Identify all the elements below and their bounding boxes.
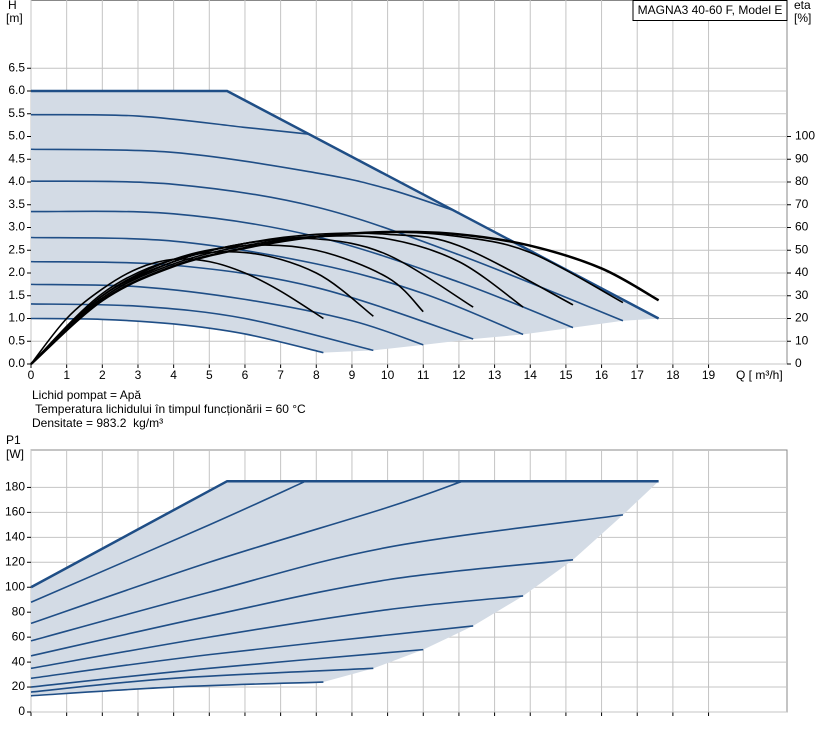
y-tick-label: 2.0	[8, 265, 25, 279]
x-tick-label: 6	[242, 368, 249, 382]
layer: 0 1 2 3 4 5 6 7 8 9 10 11 12 13 14 15 16 17 18 190.00.51.01…	[5, 0, 815, 718]
x-tick-label: 10	[381, 368, 395, 382]
y2-tick-label: 60	[795, 220, 809, 234]
y-tick-label: 2.5	[8, 242, 25, 256]
y2-tick-label: 80	[795, 174, 809, 188]
x-tick-label: 0	[28, 368, 35, 382]
x-tick-label: 14	[524, 368, 538, 382]
y-unit: [m]	[6, 11, 23, 25]
x-tick-label: 5	[206, 368, 213, 382]
y-tick-label: 120	[5, 554, 25, 568]
y-tick-label: 0.5	[8, 333, 25, 347]
y2-tick-label: 0	[795, 356, 802, 370]
y-tick-label: 160	[5, 505, 25, 519]
curve	[30, 480, 463, 625]
x-tick-label: 12	[452, 368, 466, 382]
y-tick-label: 4.0	[8, 174, 25, 188]
y-tick-label: 0	[18, 704, 25, 718]
y-tick-label: 0.0	[8, 356, 25, 370]
y-tick-label: 40	[12, 654, 26, 668]
y2-tick-label: 10	[795, 333, 809, 347]
curve	[30, 595, 524, 670]
y-tick-label: 140	[5, 530, 25, 544]
y-tick-label: 60	[12, 629, 26, 643]
curve	[30, 648, 424, 688]
x-tick-label: 16	[595, 368, 609, 382]
x-tick-label: 15	[559, 368, 573, 382]
y-tick-label: 3.0	[8, 220, 25, 234]
note: Lichid pompat = Apă	[32, 388, 141, 402]
curve	[30, 479, 659, 589]
y2-tick-label: 40	[795, 265, 809, 279]
x-tick-label: 1	[63, 368, 70, 382]
curve	[30, 236, 524, 336]
y-tick-label: 1.0	[8, 311, 25, 325]
curve	[30, 558, 574, 657]
y2-label: eta	[794, 0, 811, 12]
area-layer	[31, 91, 659, 353]
y-tick-label: 6.5	[8, 60, 25, 74]
title-box	[632, 0, 788, 21]
x-tick-label: 11	[417, 368, 430, 382]
chart-title: MAGNA3 40-60 F, Model E	[638, 3, 783, 17]
x-tick-label: 3	[135, 368, 142, 382]
efficiency-curve	[30, 235, 524, 365]
x-tick-label: 8	[313, 368, 320, 382]
y2-unit: [%]	[794, 11, 811, 25]
y-label: H	[8, 0, 17, 12]
y-tick-label: 80	[12, 604, 26, 618]
y-unit: [W]	[6, 447, 24, 461]
x-tick-label: 2	[99, 368, 106, 382]
y-tick-label: 5.5	[8, 106, 25, 120]
y2-tick-label: 100	[795, 129, 815, 143]
curve	[30, 625, 474, 680]
x-tick-label: 18	[666, 368, 680, 382]
y2-tick-label: 30	[795, 288, 809, 302]
y2-tick-label: 50	[795, 242, 809, 256]
x-tick-label: 13	[488, 368, 502, 382]
x-tick-label: 9	[349, 368, 356, 382]
y-label: P1	[6, 433, 21, 447]
y-tick-label: 5.0	[8, 129, 25, 143]
y-tick-label: 20	[12, 679, 26, 693]
curve	[30, 681, 324, 697]
y2-tick-label: 20	[795, 311, 809, 325]
curve	[30, 303, 374, 352]
curve	[30, 514, 624, 642]
x-tick-label: 17	[631, 368, 645, 382]
y-tick-label: 1.5	[8, 288, 25, 302]
y-tick-label: 100	[5, 579, 25, 593]
efficiency-curve	[30, 230, 660, 365]
x-tick-label: 4	[170, 368, 177, 382]
curve	[30, 667, 374, 693]
note: Temperatura lichidului în timpul funcțio…	[32, 402, 306, 416]
y-tick-label: 3.5	[8, 197, 25, 211]
operating-area	[31, 91, 659, 353]
curve	[30, 283, 424, 346]
curve	[30, 480, 306, 603]
y-tick-label: 6.0	[8, 83, 25, 97]
x-tick-label: 7	[277, 368, 284, 382]
x-label: Q [ m³/h]	[736, 368, 783, 382]
y2-tick-label: 90	[795, 151, 809, 165]
x-tick-label: 19	[702, 368, 716, 382]
y-tick-label: 4.5	[8, 151, 25, 165]
note: Densitate = 983.2 kg/m³	[32, 416, 163, 430]
curve	[30, 113, 310, 136]
curve	[30, 148, 456, 212]
y2-tick-label: 70	[795, 197, 809, 211]
y-tick-label: 180	[5, 480, 25, 494]
curve	[30, 180, 624, 322]
